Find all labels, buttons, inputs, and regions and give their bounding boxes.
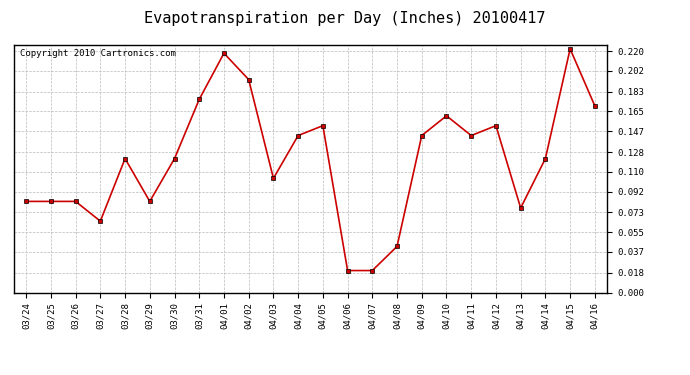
Text: Evapotranspiration per Day (Inches) 20100417: Evapotranspiration per Day (Inches) 2010… (144, 11, 546, 26)
Text: Copyright 2010 Cartronics.com: Copyright 2010 Cartronics.com (20, 49, 176, 58)
